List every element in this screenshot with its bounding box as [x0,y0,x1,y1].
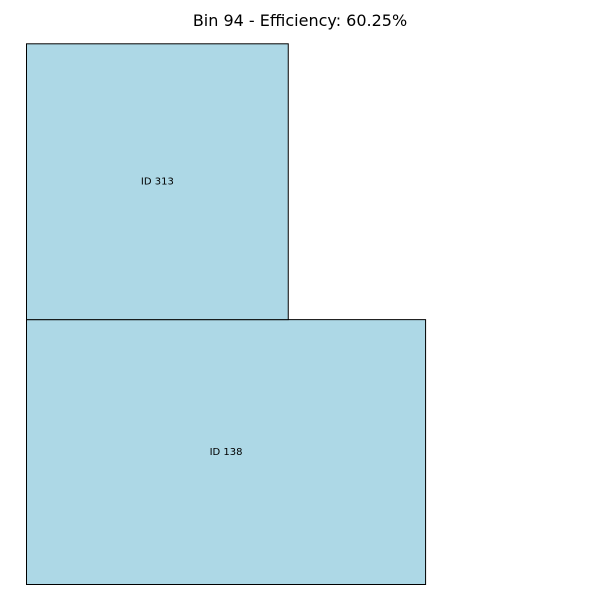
bin-item-label: ID 138 [210,447,243,458]
bin-item: ID 313 [26,43,289,321]
bin-item-label: ID 313 [141,177,174,188]
bin-item: ID 138 [26,319,427,585]
bin-item-rect [26,319,427,585]
figure-title: Bin 94 - Efficiency: 60.25% [192,11,408,30]
bin-item-rect [26,43,289,321]
